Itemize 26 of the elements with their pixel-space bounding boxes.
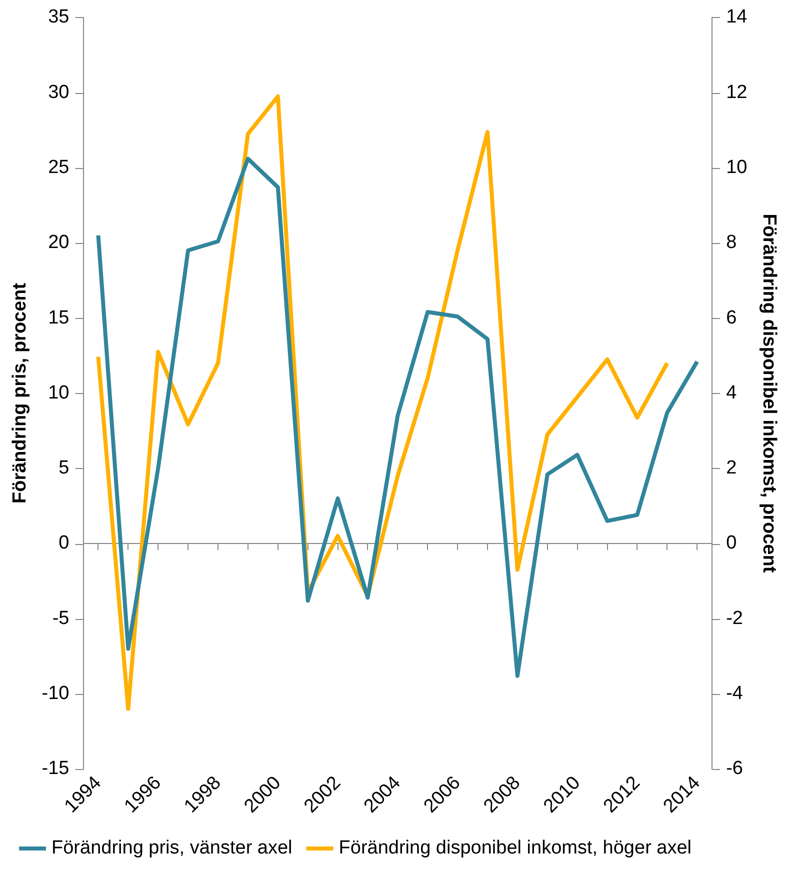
y-tick-label: 30 [48,82,70,103]
y-axis-title: Förändring pris, procent [10,282,31,504]
y-tick-label: 10 [48,382,70,404]
y-tick-label: -10 [42,683,70,704]
y2-tick-label: 10 [726,156,748,178]
y2-tick-label: 2 [726,458,737,479]
y-tick-label: 35 [48,6,70,28]
y2-tick-label: 4 [726,382,738,404]
y-tick-label: 0 [58,532,70,554]
y2-tick-label: 6 [726,307,737,328]
y-tick-label: 15 [48,307,70,328]
y2-tick-label: 8 [726,232,737,254]
y2-tick-label: -4 [726,683,744,704]
y2-axis-title: Förändring disponibel inkomst, procent [758,214,780,574]
y-tick-label: 25 [48,156,70,178]
y-tick-label: -15 [42,758,70,780]
y2-tick-label: 12 [726,82,748,103]
y2-tick-label: -2 [726,608,743,629]
y2-tick-label: 14 [726,6,748,28]
legend-label: Förändring disponibel inkomst, höger axel [338,838,692,859]
y2-tick-label: -6 [726,758,743,780]
y-tick-label: 5 [58,458,70,479]
y-tick-label: 20 [48,232,70,254]
y2-tick-label: 0 [726,532,737,554]
y-tick-label: -5 [52,608,70,629]
legend-label: Förändring pris, vänster axel [52,838,292,859]
